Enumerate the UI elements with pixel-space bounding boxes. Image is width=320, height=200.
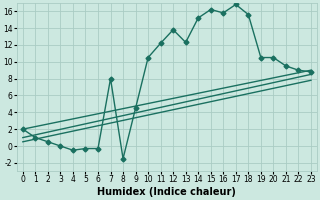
X-axis label: Humidex (Indice chaleur): Humidex (Indice chaleur): [98, 187, 236, 197]
